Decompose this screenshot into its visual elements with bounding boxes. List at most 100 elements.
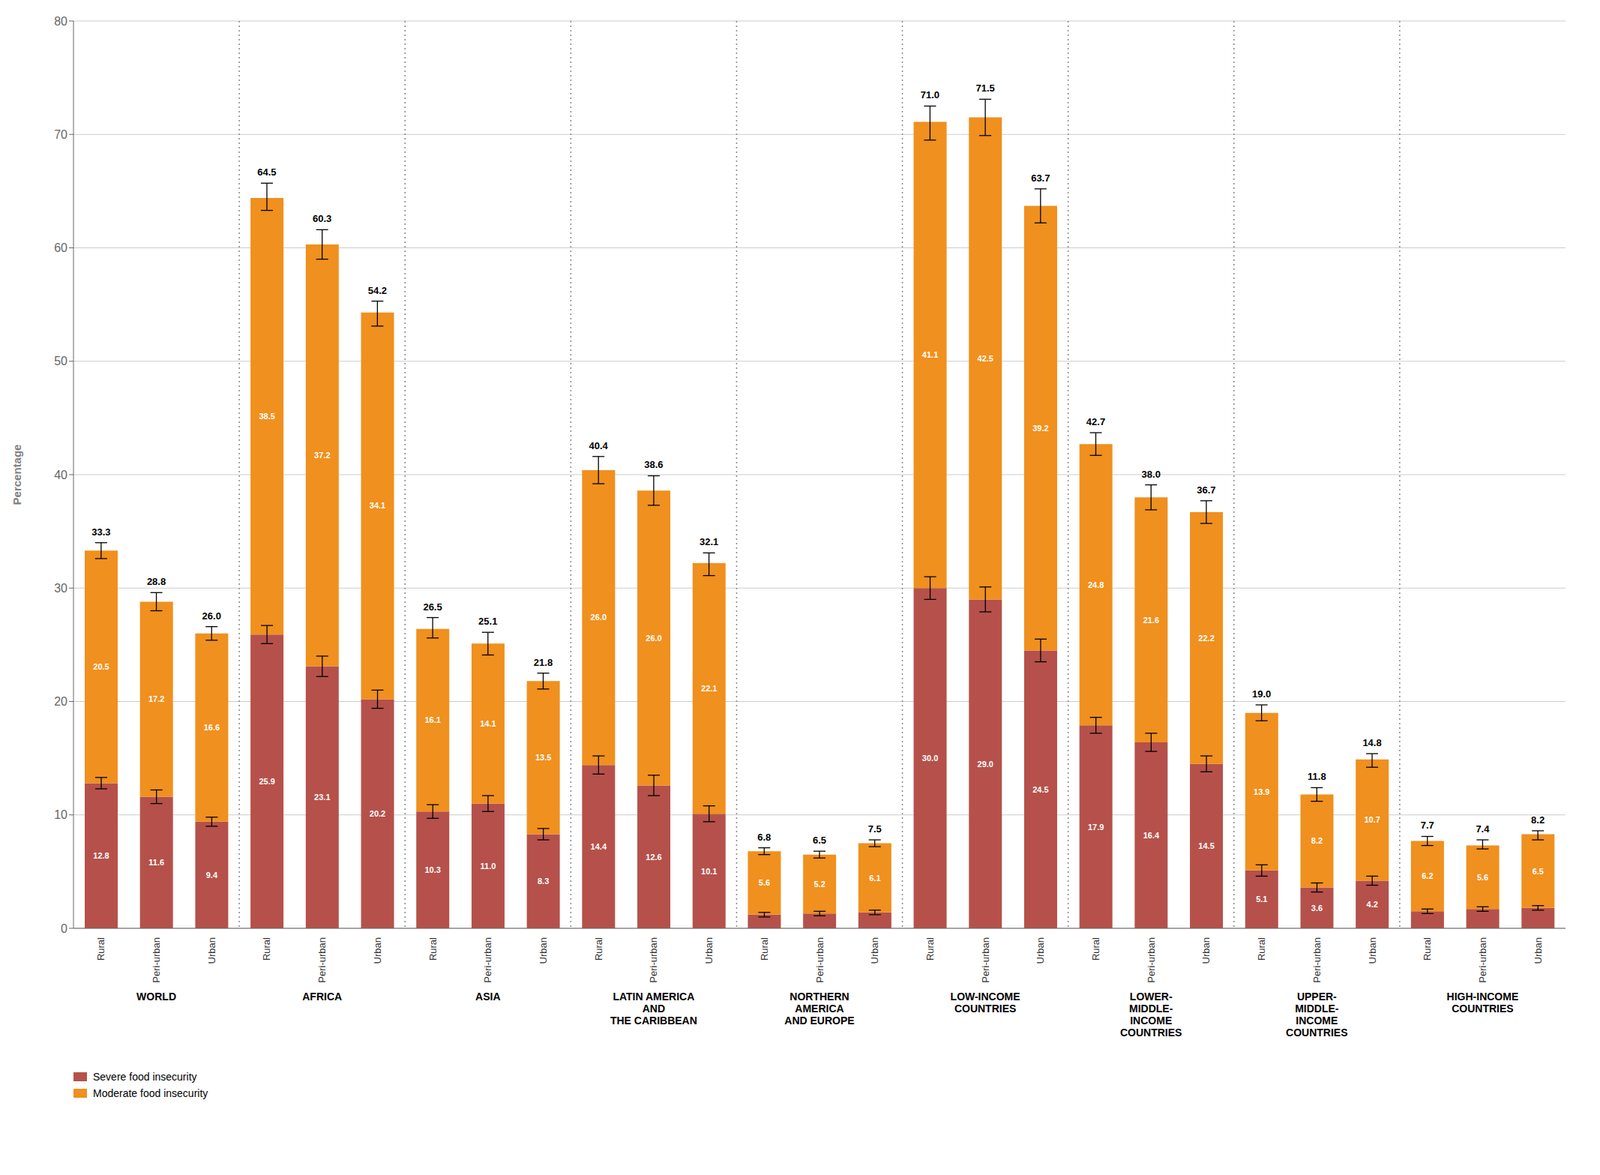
svg-text:71.5: 71.5	[975, 82, 995, 94]
svg-text:60.3: 60.3	[312, 212, 332, 225]
svg-text:COUNTRIES: COUNTRIES	[1451, 1002, 1514, 1015]
svg-text:26.0: 26.0	[202, 610, 222, 622]
svg-text:24.5: 24.5	[1032, 785, 1049, 795]
svg-text:MIDDLE-: MIDDLE-	[1129, 1002, 1174, 1015]
svg-text:Urban: Urban	[1034, 937, 1046, 964]
svg-text:6.1: 6.1	[868, 873, 881, 883]
svg-text:21.6: 21.6	[1143, 615, 1160, 625]
svg-text:Peri-urban: Peri-urban	[979, 937, 992, 983]
svg-text:LOWER-: LOWER-	[1129, 990, 1173, 1003]
svg-text:23.1: 23.1	[314, 792, 330, 802]
svg-text:INCOME: INCOME	[1295, 1014, 1338, 1027]
svg-text:Urban: Urban	[206, 937, 218, 964]
svg-text:Peri-urban: Peri-urban	[482, 937, 494, 983]
svg-text:70: 70	[53, 128, 68, 141]
svg-text:17.9: 17.9	[1087, 822, 1104, 832]
svg-text:16.4: 16.4	[1143, 830, 1160, 840]
svg-text:Rural: Rural	[1255, 937, 1268, 961]
svg-text:Rural: Rural	[427, 937, 439, 961]
svg-text:37.2: 37.2	[314, 450, 330, 460]
svg-text:33.3: 33.3	[91, 526, 111, 538]
svg-text:COUNTRIES: COUNTRIES	[954, 1002, 1016, 1015]
svg-text:25.1: 25.1	[478, 615, 498, 627]
svg-text:Urban: Urban	[703, 937, 715, 964]
svg-text:80: 80	[53, 14, 68, 28]
svg-text:ASIA: ASIA	[475, 990, 501, 1003]
svg-text:Peri-urban: Peri-urban	[316, 937, 328, 983]
svg-text:14.5: 14.5	[1198, 841, 1214, 851]
svg-text:HIGH-INCOME: HIGH-INCOME	[1447, 990, 1520, 1003]
svg-text:0: 0	[60, 922, 68, 935]
svg-text:14.8: 14.8	[1362, 737, 1382, 749]
svg-text:50: 50	[53, 354, 68, 368]
svg-text:40.4: 40.4	[589, 440, 609, 452]
svg-text:5.2: 5.2	[813, 879, 825, 889]
svg-text:6.2: 6.2	[1421, 871, 1433, 881]
svg-text:10: 10	[53, 808, 68, 821]
svg-text:14.1: 14.1	[479, 719, 496, 729]
svg-text:Urban: Urban	[868, 937, 881, 964]
svg-text:THE CARIBBEAN: THE CARIBBEAN	[610, 1014, 698, 1027]
svg-text:Percentage: Percentage	[10, 444, 24, 506]
svg-text:21.8: 21.8	[533, 656, 553, 669]
svg-text:Peri-urban: Peri-urban	[814, 937, 826, 983]
svg-text:10.7: 10.7	[1363, 814, 1380, 824]
svg-text:38.0: 38.0	[1141, 468, 1161, 480]
svg-text:COUNTRIES: COUNTRIES	[1285, 1026, 1348, 1039]
svg-text:6.5: 6.5	[812, 834, 827, 846]
svg-text:Rural: Rural	[924, 937, 936, 961]
svg-text:22.2: 22.2	[1198, 633, 1214, 643]
svg-text:Rural: Rural	[758, 937, 771, 961]
svg-text:28.8: 28.8	[146, 575, 166, 588]
svg-text:25.9: 25.9	[258, 776, 275, 786]
svg-text:Urban: Urban	[1200, 937, 1212, 964]
svg-text:71.0: 71.0	[920, 89, 940, 101]
svg-text:54.2: 54.2	[368, 284, 387, 297]
svg-text:Urban: Urban	[1366, 937, 1379, 964]
svg-text:30.0: 30.0	[922, 753, 938, 763]
svg-text:16.6: 16.6	[203, 722, 220, 732]
svg-text:Rural: Rural	[1090, 937, 1102, 961]
svg-text:AFRICA: AFRICA	[302, 990, 342, 1003]
svg-text:INCOME: INCOME	[1129, 1014, 1172, 1027]
svg-text:11.0: 11.0	[480, 861, 497, 871]
svg-text:Urban: Urban	[371, 937, 384, 964]
svg-text:22.1: 22.1	[701, 683, 717, 693]
svg-text:AMERICA: AMERICA	[794, 1002, 844, 1015]
svg-text:41.1: 41.1	[922, 350, 938, 360]
svg-text:Rural: Rural	[593, 937, 605, 961]
svg-text:Peri-urban: Peri-urban	[1311, 937, 1323, 983]
svg-text:26.0: 26.0	[590, 612, 607, 622]
svg-text:42.7: 42.7	[1086, 416, 1106, 428]
svg-text:3.6: 3.6	[1311, 903, 1323, 913]
svg-text:42.5: 42.5	[977, 353, 994, 363]
svg-text:26.0: 26.0	[645, 633, 662, 643]
svg-text:AND EUROPE: AND EUROPE	[784, 1014, 854, 1027]
svg-text:6.5: 6.5	[1532, 866, 1544, 876]
svg-text:4.2: 4.2	[1366, 899, 1379, 909]
svg-text:7.5: 7.5	[868, 823, 882, 835]
svg-text:Peri-urban: Peri-urban	[1145, 937, 1157, 983]
svg-text:LATIN AMERICA: LATIN AMERICA	[612, 990, 695, 1003]
svg-text:MIDDLE-: MIDDLE-	[1294, 1002, 1340, 1015]
svg-text:63.7: 63.7	[1030, 172, 1050, 184]
svg-text:26.5: 26.5	[422, 601, 442, 613]
svg-text:38.5: 38.5	[258, 411, 275, 421]
svg-text:Peri-urban: Peri-urban	[150, 937, 162, 983]
svg-text:19.0: 19.0	[1252, 688, 1271, 700]
svg-text:NORTHERN: NORTHERN	[789, 990, 849, 1003]
svg-text:34.1: 34.1	[369, 500, 386, 510]
svg-text:13.5: 13.5	[535, 752, 552, 762]
svg-text:64.5: 64.5	[257, 166, 276, 178]
svg-text:Rural: Rural	[260, 937, 273, 961]
svg-text:32.1: 32.1	[699, 536, 719, 548]
svg-text:Urban: Urban	[537, 937, 549, 964]
svg-text:5.6: 5.6	[1477, 872, 1489, 882]
svg-text:39.2: 39.2	[1032, 423, 1049, 433]
svg-text:12.8: 12.8	[92, 850, 109, 860]
svg-text:10.3: 10.3	[425, 865, 441, 875]
svg-text:24.8: 24.8	[1087, 580, 1104, 590]
svg-text:20: 20	[53, 695, 68, 708]
svg-text:20.2: 20.2	[369, 808, 386, 818]
svg-text:9.4: 9.4	[206, 870, 219, 880]
